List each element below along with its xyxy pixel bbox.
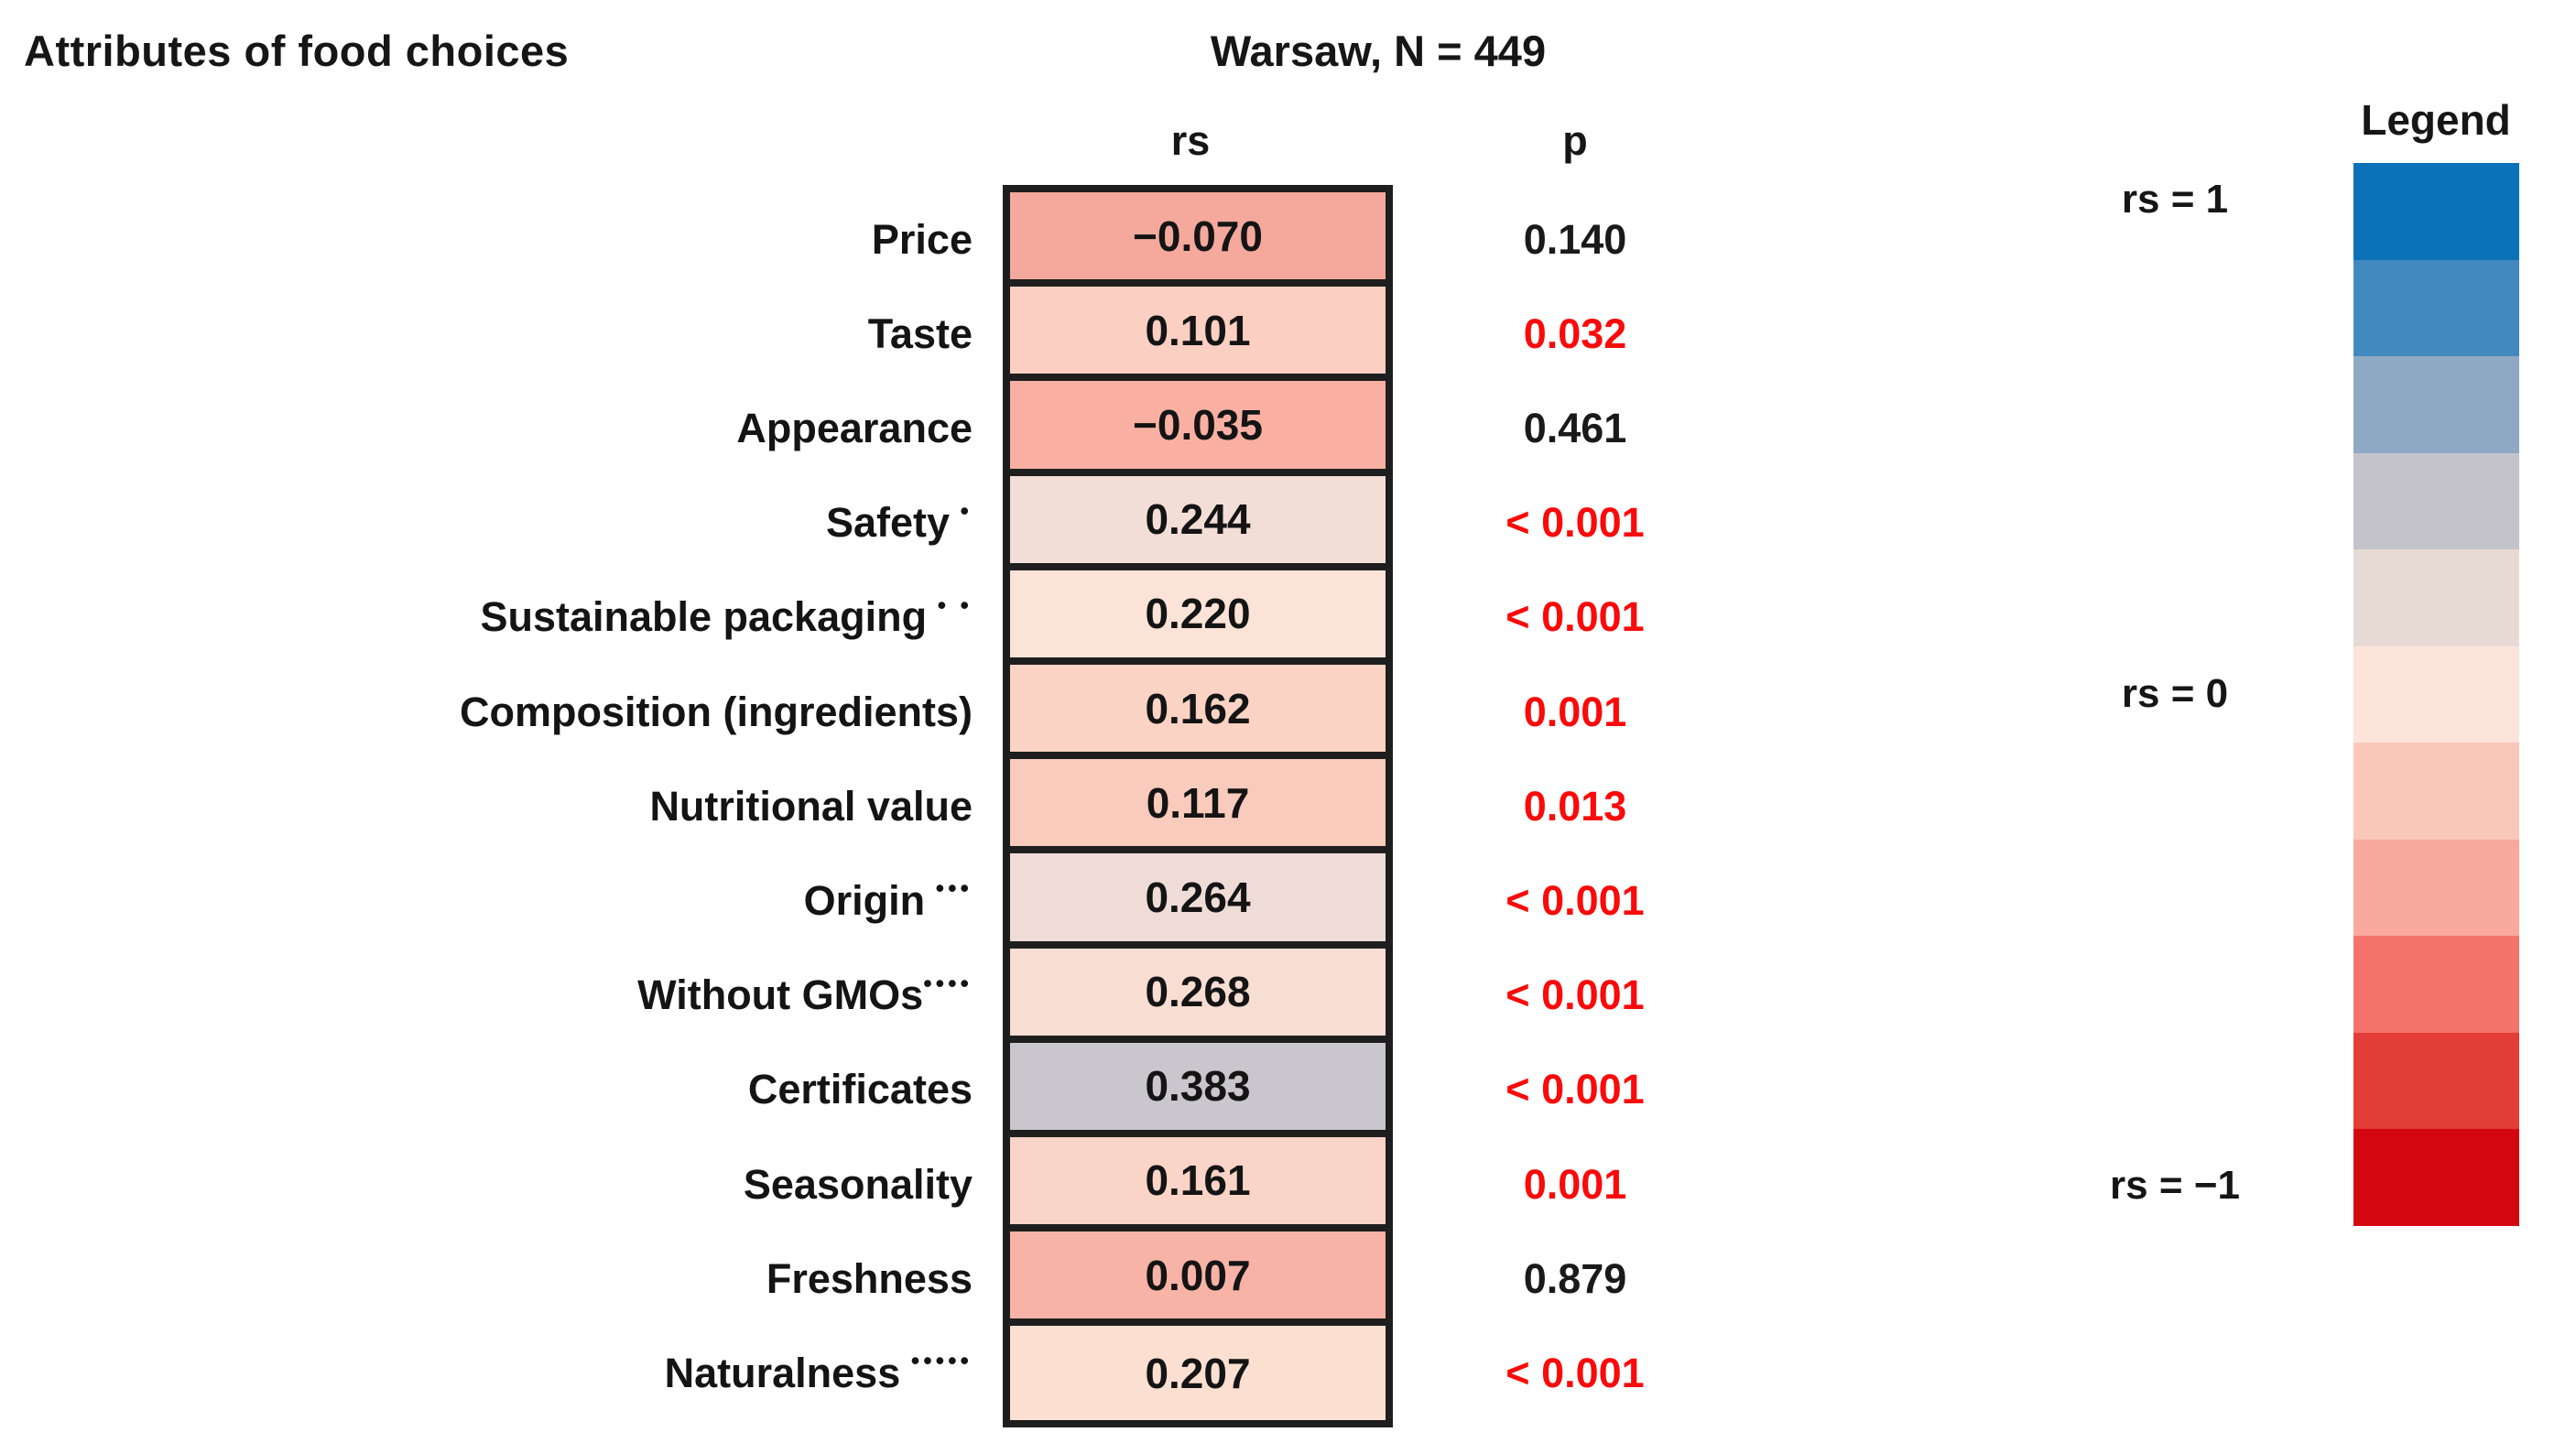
figure-title: Attributes of food choices: [24, 27, 570, 75]
legend-scale-label: rs = 1: [2121, 177, 2229, 222]
footnote-marker: •••: [925, 874, 973, 903]
row-label: Taste: [0, 287, 973, 381]
attribute-name: Sustainable packaging: [480, 593, 928, 641]
row-label: Appearance: [0, 381, 973, 475]
column-header-p: p: [1562, 117, 1588, 164]
legend-color-block: [2353, 452, 2519, 549]
p-value: 0.013: [1523, 782, 1627, 830]
rs-value-cell: 0.220: [1010, 570, 1386, 665]
p-value: 0.461: [1523, 404, 1627, 451]
row-label: Seasonality: [0, 1137, 973, 1231]
rs-value-cell: 0.007: [1010, 1231, 1386, 1327]
legend-color-block: [2353, 163, 2519, 260]
row-label: Price: [0, 192, 973, 287]
group-header: Warsaw, N = 449: [1210, 27, 1547, 75]
rs-value-cell: 0.101: [1010, 287, 1386, 382]
row-label: Sustainable packaging • •: [0, 570, 973, 665]
attribute-name: Price: [871, 215, 973, 263]
attribute-name: Origin: [803, 876, 926, 924]
row-label: Certificates: [0, 1043, 973, 1137]
rs-value-cell: −0.070: [1010, 192, 1386, 288]
rs-value-cell: −0.035: [1010, 381, 1386, 476]
rs-value-cell: 0.117: [1010, 759, 1386, 854]
legend-color-block: [2353, 549, 2519, 646]
attribute-name: Seasonality: [743, 1160, 973, 1208]
rs-value-cell: 0.244: [1010, 475, 1386, 570]
p-value: < 0.001: [1505, 1066, 1645, 1113]
row-label: Freshness: [0, 1231, 973, 1326]
attribute-name: Without GMOs: [637, 971, 924, 1019]
rs-value-cell: 0.161: [1010, 1136, 1386, 1232]
attribute-name: Appearance: [736, 404, 973, 451]
p-value: 0.001: [1523, 688, 1627, 735]
attribute-name: Taste: [867, 309, 973, 357]
p-value: 0.879: [1523, 1254, 1627, 1302]
legend-color-block: [2353, 259, 2519, 356]
p-value: 0.001: [1523, 1160, 1627, 1208]
p-value: < 0.001: [1505, 499, 1645, 547]
attribute-name: Safety: [825, 499, 951, 547]
rs-value-cell: 0.268: [1010, 948, 1386, 1043]
p-value: 0.032: [1523, 309, 1627, 357]
row-label: Origin •••: [0, 853, 973, 948]
footnote-marker: •••••: [900, 1347, 973, 1375]
legend-color-block: [2353, 1032, 2519, 1129]
legend-scale-label: rs = 0: [2121, 671, 2229, 716]
p-value: < 0.001: [1505, 876, 1645, 924]
p-value: 0.140: [1523, 215, 1627, 263]
legend-color-block: [2353, 936, 2519, 1033]
legend-scale-label: rs = −1: [2110, 1163, 2240, 1208]
legend-color-bar: [2353, 163, 2519, 1226]
attribute-name: Composition (ingredients): [460, 688, 973, 735]
row-label: Without GMOs ••••: [0, 949, 973, 1043]
row-label: Safety •: [0, 476, 973, 570]
attribute-name: Certificates: [747, 1066, 973, 1113]
row-label: Naturalness •••••: [0, 1326, 973, 1420]
p-value: < 0.001: [1505, 593, 1645, 641]
rs-value-cell: 0.264: [1010, 853, 1386, 949]
legend-color-block: [2353, 1129, 2519, 1226]
rs-value-cell: 0.207: [1010, 1326, 1386, 1421]
attribute-name: Naturalness: [664, 1349, 901, 1396]
footnote-marker: ••••: [923, 969, 973, 997]
p-value: < 0.001: [1505, 1349, 1645, 1396]
rs-value-cell: 0.383: [1010, 1042, 1386, 1137]
row-label: Nutritional value: [0, 759, 973, 853]
attribute-name: Freshness: [766, 1254, 973, 1302]
attribute-name: Nutritional value: [649, 782, 973, 830]
footnote-marker: • •: [927, 591, 973, 619]
rs-heatmap-column: −0.070 0.101 −0.035 0.244 0.220 0.162 0.117 0.2…: [1003, 185, 1393, 1428]
legend-color-block: [2353, 839, 2519, 936]
p-value: < 0.001: [1505, 971, 1645, 1019]
legend-color-block: [2353, 646, 2519, 743]
footnote-marker: •: [950, 496, 973, 525]
legend-color-block: [2353, 743, 2519, 840]
row-label: Composition (ingredients): [0, 665, 973, 759]
legend-title: Legend: [2361, 96, 2511, 144]
column-header-rs: rs: [1170, 117, 1211, 164]
legend-color-block: [2353, 356, 2519, 453]
rs-value-cell: 0.162: [1010, 664, 1386, 760]
